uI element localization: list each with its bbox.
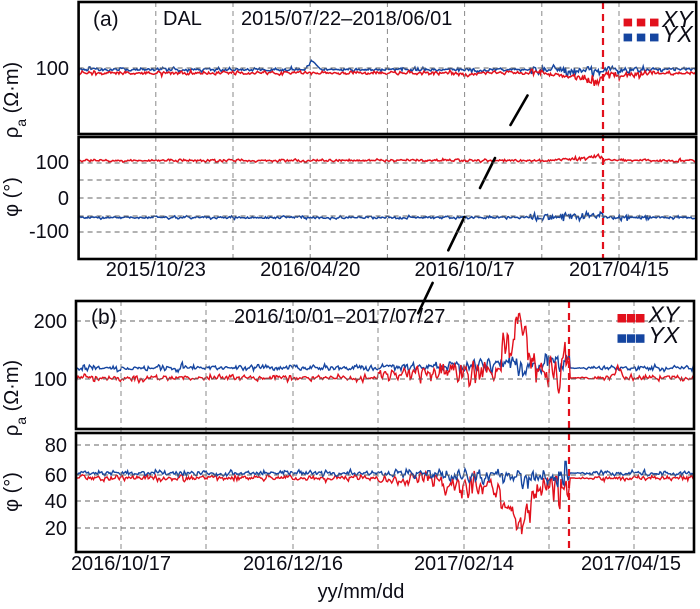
svg-text:2016/12/16: 2016/12/16 <box>243 553 343 575</box>
svg-text:-100: -100 <box>29 221 69 243</box>
svg-text:2017/04/15: 2017/04/15 <box>581 553 681 575</box>
svg-text:100: 100 <box>34 369 67 391</box>
svg-text:80: 80 <box>45 435 67 457</box>
svg-text:2016/10/17: 2016/10/17 <box>71 553 171 575</box>
svg-text:YX: YX <box>649 322 681 348</box>
svg-text:100: 100 <box>36 58 69 80</box>
svg-text:2016/10/17: 2016/10/17 <box>415 259 515 281</box>
svg-text:(a): (a) <box>93 8 119 31</box>
svg-text:2015/07/22–2018/06/01: 2015/07/22–2018/06/01 <box>241 8 452 30</box>
svg-text:40: 40 <box>45 491 67 513</box>
svg-text:2017/02/14: 2017/02/14 <box>414 553 514 575</box>
svg-text:φ (°): φ (°) <box>1 177 23 217</box>
svg-text:60: 60 <box>45 465 67 487</box>
svg-text:DAL: DAL <box>163 8 202 30</box>
svg-text:yy/mm/dd: yy/mm/dd <box>318 581 405 603</box>
svg-text:2016/10/01–2017/07/27: 2016/10/01–2017/07/27 <box>234 306 445 328</box>
svg-text:(b): (b) <box>91 306 117 329</box>
svg-text:YX: YX <box>662 21 694 47</box>
svg-text:2017/04/15: 2017/04/15 <box>569 259 669 281</box>
svg-text:2015/10/23: 2015/10/23 <box>106 259 206 281</box>
svg-text:100: 100 <box>36 152 69 174</box>
svg-text:0: 0 <box>58 188 69 210</box>
svg-text:2016/04/20: 2016/04/20 <box>260 259 360 281</box>
svg-text:φ (°): φ (°) <box>1 472 23 512</box>
svg-text:200: 200 <box>34 311 67 333</box>
svg-text:20: 20 <box>45 518 67 540</box>
